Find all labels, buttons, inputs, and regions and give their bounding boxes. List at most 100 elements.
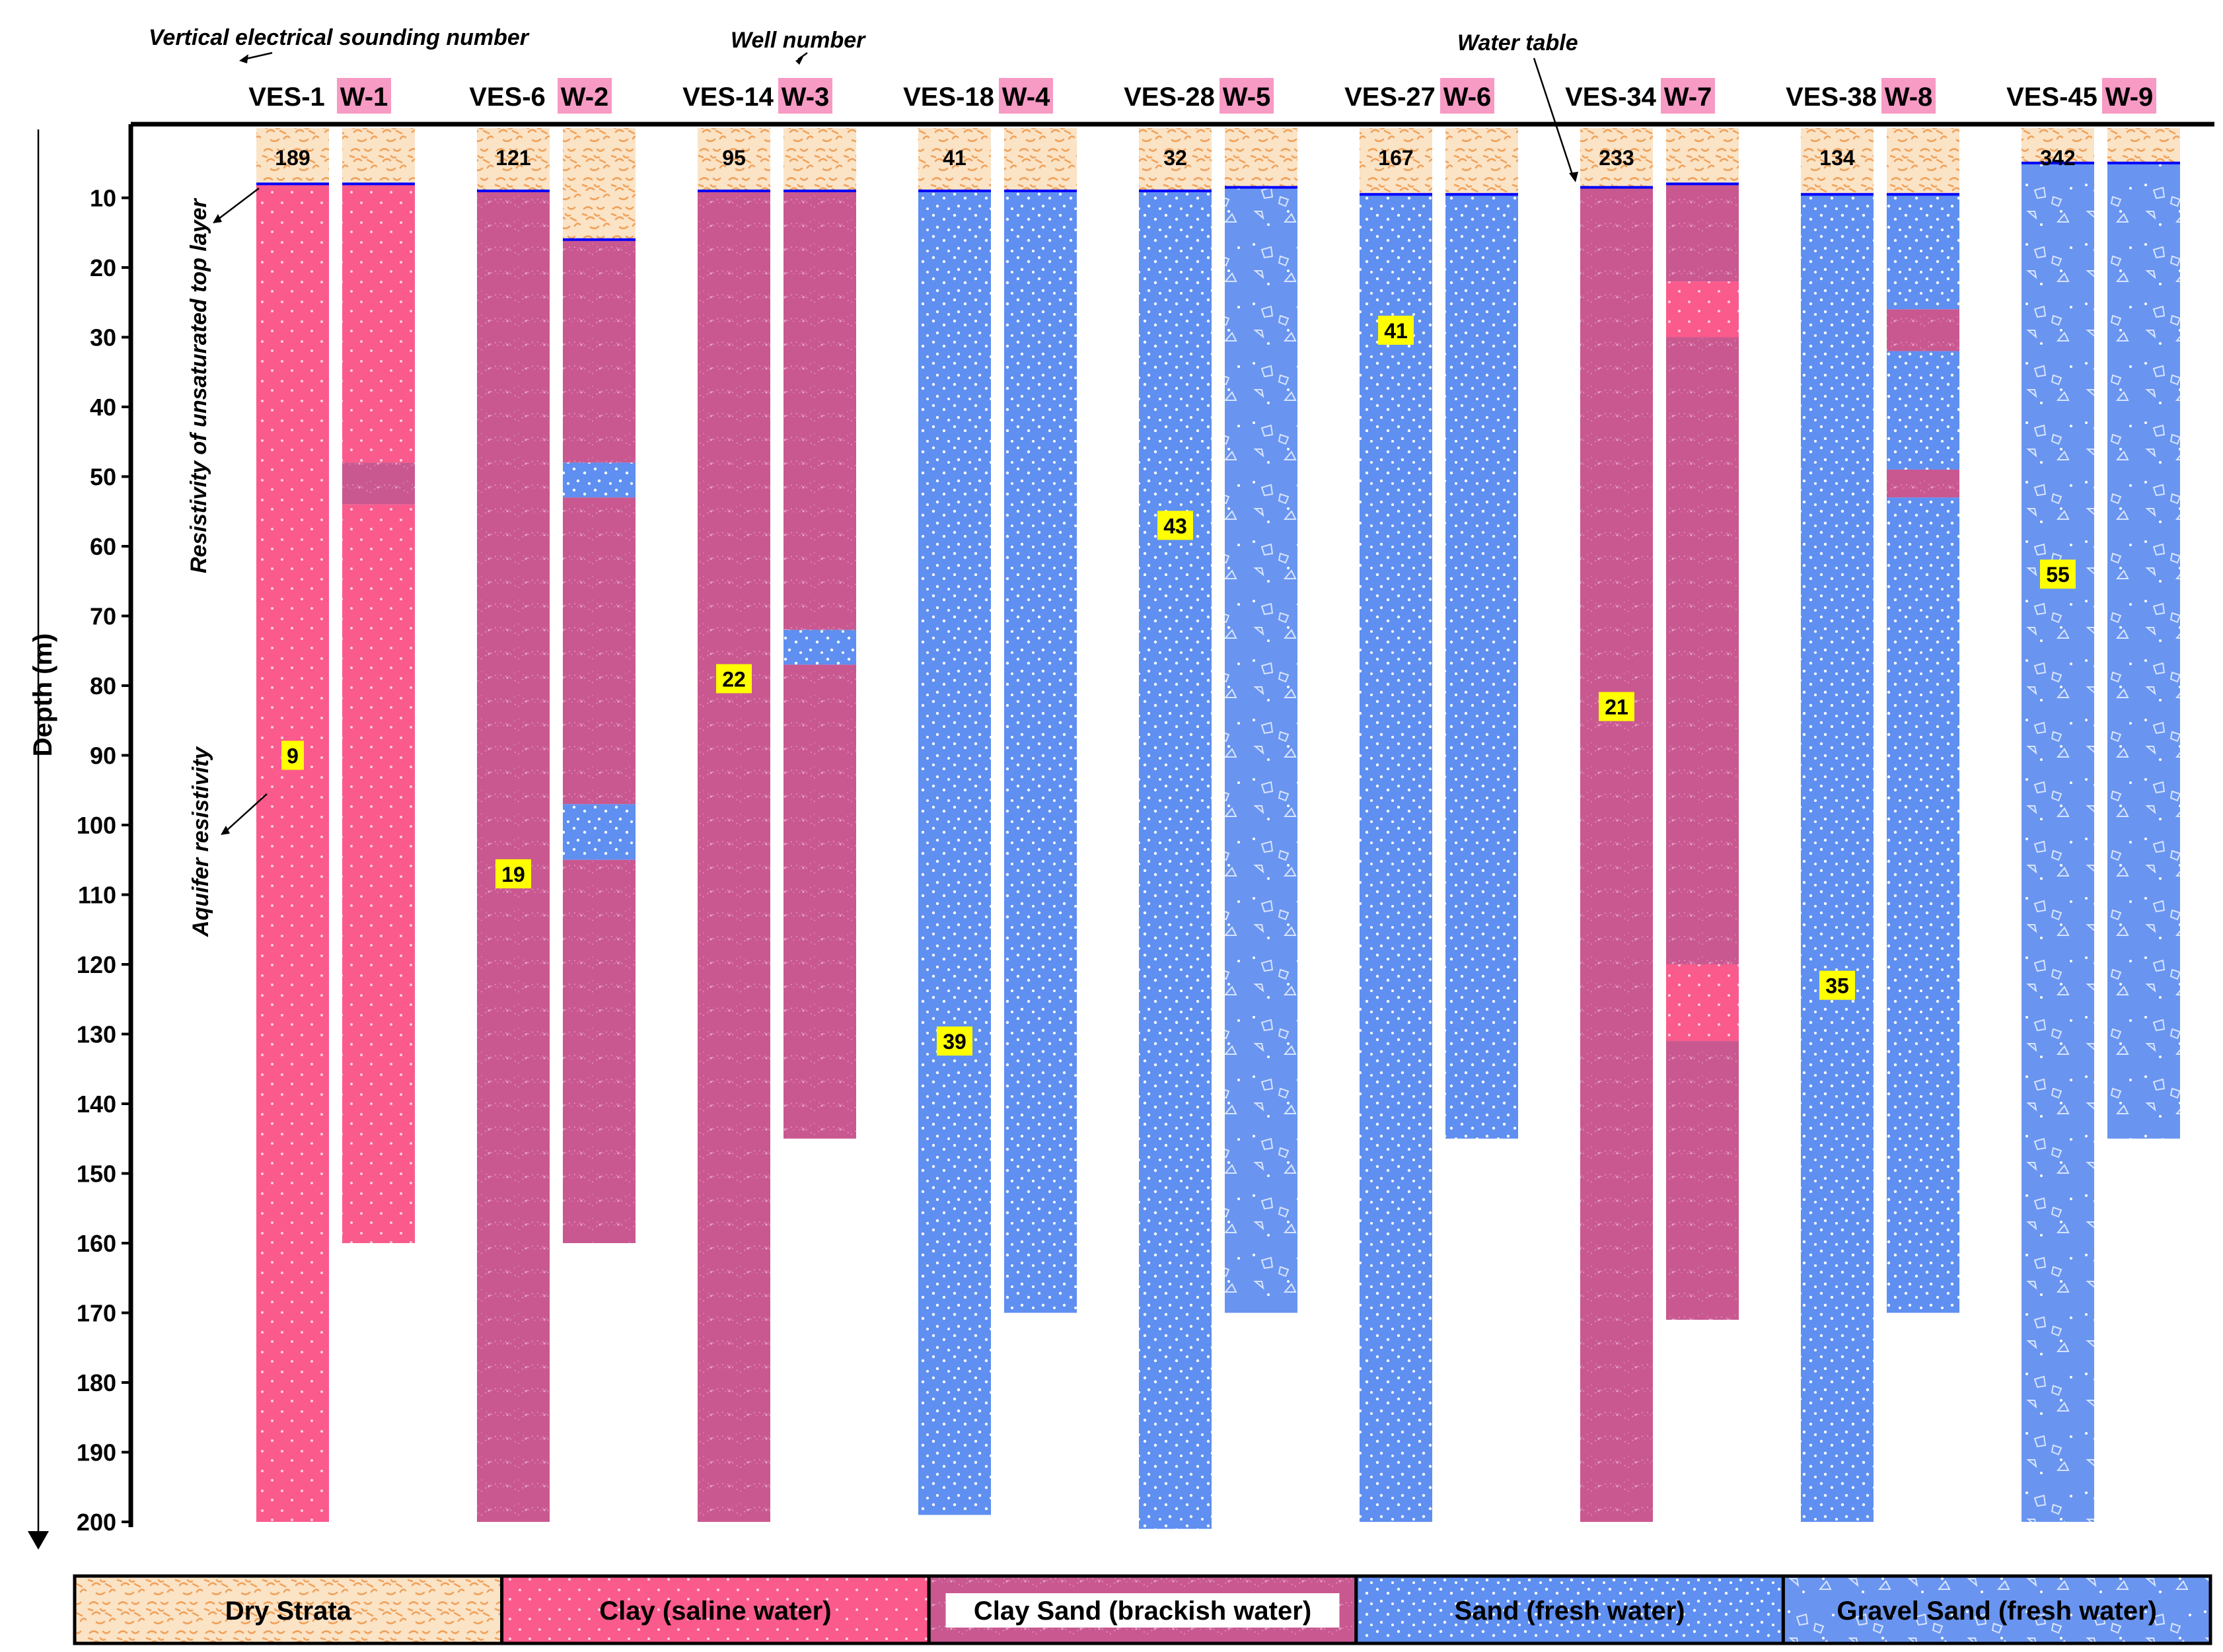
axis-tick-label: 200 xyxy=(77,1509,116,1536)
well-layer-claysand xyxy=(1666,337,1739,964)
legend-label-gravel: Gravel Sand (fresh water) xyxy=(1837,1597,2157,1626)
water-table-annotation: Water table xyxy=(1457,30,1578,55)
well-layer-claysand xyxy=(1666,1041,1739,1320)
ves-label: VES-34 xyxy=(1565,83,1657,112)
legend-swatch-gravel xyxy=(1781,1574,2212,1645)
axis-tick-label: 90 xyxy=(90,742,116,770)
arrowhead-water-table xyxy=(1569,172,1578,182)
well-label: W-1 xyxy=(340,83,388,112)
well-label: W-7 xyxy=(1664,83,1712,112)
top-resistivity-value: 167 xyxy=(1378,146,1413,170)
aquifer-value-bg xyxy=(1819,970,1855,1000)
ves-layer-dry xyxy=(1801,128,1874,195)
aquifer-resistivity-value: 21 xyxy=(1605,696,1628,719)
axis-tick-label: 140 xyxy=(77,1091,116,1118)
axis-tick-label: 160 xyxy=(77,1230,116,1257)
column-headers: VES-1 W-1 VES-6 W-2 VES-14 W-3 VES-18 W-4 VES-28… xyxy=(248,78,2156,114)
well-layer-claysand xyxy=(563,859,636,1243)
legend-label-claysand: Clay Sand (brackish water) xyxy=(974,1597,1311,1626)
ves-layer-dry xyxy=(1580,128,1653,188)
well-layer-claysand xyxy=(563,497,636,805)
well-layer-dry xyxy=(1004,128,1077,191)
arrowhead-ves-number xyxy=(239,54,248,63)
axis-tick-label: 130 xyxy=(77,1021,116,1048)
well-layer-sand xyxy=(563,804,636,860)
axis-tick-label: 120 xyxy=(77,951,116,978)
ves-label: VES-38 xyxy=(1786,83,1877,112)
well-layer-dry xyxy=(1666,128,1739,184)
annotation-layer: Vertical electrical sounding number Well… xyxy=(149,25,1578,937)
well-layer-claysand xyxy=(784,190,856,630)
well-layer-dry xyxy=(2107,128,2180,163)
ves-layer-claysand xyxy=(1580,187,1653,1522)
well-layer-clay xyxy=(1666,281,1739,338)
arrowhead-top-layer xyxy=(213,214,222,223)
legend-swatch-sand xyxy=(1354,1574,1785,1645)
well-layer-claysand xyxy=(563,239,636,463)
well-layer-sand xyxy=(1887,497,1959,1313)
ves-layer-gravel xyxy=(2022,162,2094,1522)
well-layer-gravel xyxy=(1225,187,1297,1313)
well-label: W-9 xyxy=(2105,83,2154,112)
top-resistivity-value: 95 xyxy=(722,146,746,170)
resistivity-values: 189 9 121 19 95 22 41 39 32 43 167 41 233 21 134 35 342 5… xyxy=(275,146,2076,1056)
aquifer-resistivity-value: 55 xyxy=(2046,563,2070,587)
y-axis-label: Depth (m) xyxy=(28,633,57,757)
ves-layer-dry xyxy=(477,128,550,191)
well-layer-sand xyxy=(563,462,636,498)
well-layer-dry xyxy=(1887,128,1959,195)
arrowhead-well-number xyxy=(795,57,803,65)
aquifer-value-bg xyxy=(2040,559,2076,589)
well-layer-clay xyxy=(1666,964,1739,1042)
well-label: W-6 xyxy=(1443,83,1492,112)
ves-label: VES-28 xyxy=(1124,83,1215,112)
aquifer-annotation: Aquifer resistivity xyxy=(188,746,213,937)
ves-label: VES-18 xyxy=(903,83,994,112)
ves-layer-sand xyxy=(918,190,991,1515)
axis-tick-label: 150 xyxy=(77,1161,116,1188)
aquifer-resistivity-value: 22 xyxy=(722,667,746,691)
well-layer-claysand xyxy=(1887,309,1959,351)
well-layer-dry xyxy=(342,128,415,184)
well-layer-dry xyxy=(1445,128,1518,195)
ves-label: VES-27 xyxy=(1344,83,1436,112)
axis-tick-label: 20 xyxy=(90,254,116,281)
ves-layer-dry xyxy=(2022,128,2094,163)
top-layer-annotation: Resistivity of unsaturated top layer xyxy=(186,198,211,573)
well-label: W-4 xyxy=(1002,83,1050,112)
well-label-bg xyxy=(2102,78,2156,114)
ves-layer-dry xyxy=(698,128,770,191)
aquifer-value-bg xyxy=(716,664,752,694)
axis-tick-label: 180 xyxy=(77,1369,116,1396)
depth-arrow-head xyxy=(28,1531,49,1550)
well-layer-dry xyxy=(563,128,636,240)
legend: Dry Strata Clay (saline water) Clay Sand (… xyxy=(73,1574,2212,1645)
aquifer-resistivity-value: 39 xyxy=(943,1030,966,1054)
top-resistivity-value: 134 xyxy=(1819,146,1855,170)
well-layer-sand xyxy=(1887,351,1959,470)
ves-layer-dry xyxy=(918,128,991,191)
aquifer-resistivity-value: 43 xyxy=(1163,514,1187,538)
ves-layer-sand xyxy=(1360,194,1432,1523)
ves-layer-claysand xyxy=(477,190,550,1523)
axis-tick-label: 40 xyxy=(90,394,116,421)
top-resistivity-value: 189 xyxy=(275,146,310,170)
legend-label-clay: Clay (saline water) xyxy=(599,1597,831,1626)
well-label-bg xyxy=(337,78,391,114)
aquifer-value-bg xyxy=(495,859,531,888)
arrow-top-layer xyxy=(215,188,260,222)
ves-layer-sand xyxy=(1801,194,1874,1523)
ves-layer-dry xyxy=(1139,128,1212,191)
axis-tick-label: 70 xyxy=(90,603,116,630)
well-label-bg xyxy=(1220,78,1274,114)
aquifer-value-bg xyxy=(1157,511,1193,540)
legend-label-bg xyxy=(945,1593,1340,1628)
well-layer-claysand xyxy=(1887,469,1959,498)
aquifer-resistivity-value: 19 xyxy=(501,863,525,886)
axis-tick-label: 190 xyxy=(77,1439,116,1466)
axis-tick-label: 170 xyxy=(77,1300,116,1327)
aquifer-resistivity-value: 35 xyxy=(1825,974,1849,998)
well-label-bg xyxy=(999,78,1053,114)
arrow-well-number xyxy=(797,52,808,61)
